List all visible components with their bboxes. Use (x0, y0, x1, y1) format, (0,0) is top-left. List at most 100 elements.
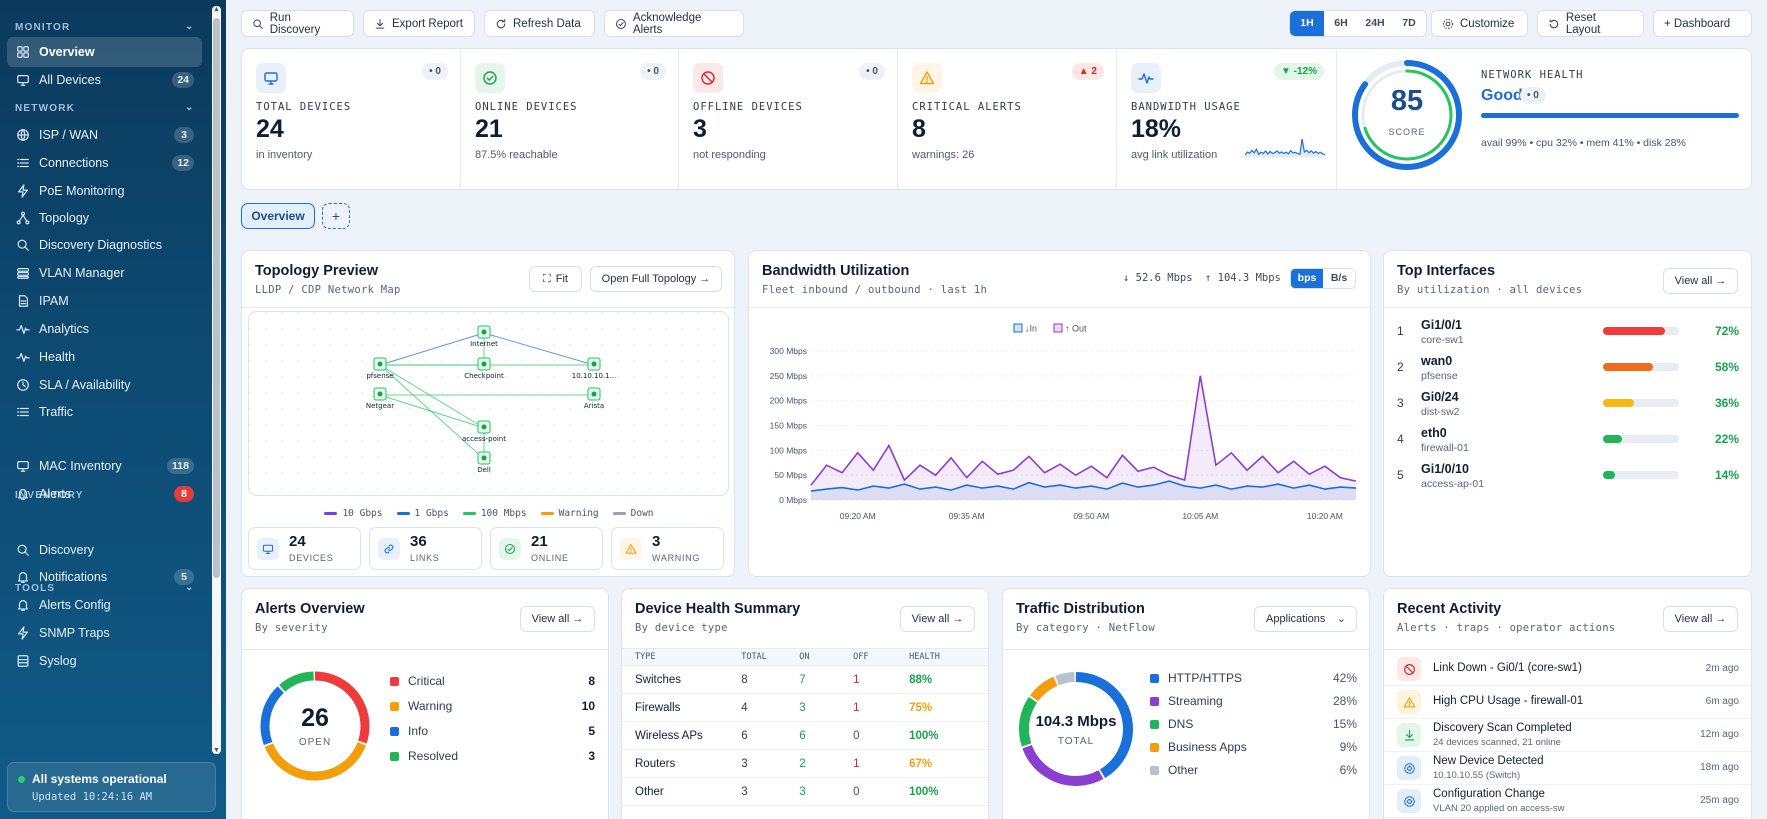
topology-link[interactable] (379, 364, 485, 429)
sidebar-item-discovery-diagnostics[interactable]: Discovery Diagnostics (7, 230, 202, 260)
topology-link[interactable] (379, 332, 485, 366)
interface-row[interactable]: 5 Gi1/0/10 access-ap-01 14% (1384, 459, 1751, 495)
interface-row[interactable]: 3 Gi0/24 dist-sw2 36% (1384, 387, 1751, 423)
sidebar-item-alerts-config[interactable]: Alerts Config (7, 590, 202, 620)
sidebar-section-tools[interactable]: TOOLS ⌄ (15, 582, 195, 594)
table-row[interactable]: Switches 8 7 1 88% (622, 666, 988, 694)
sidebar-item-ipam[interactable]: IPAM (7, 286, 202, 316)
sidebar-item-all-devices[interactable]: All Devices 24 (7, 65, 202, 95)
topology-node[interactable]: Dell (477, 451, 491, 474)
refresh-data-button[interactable]: Refresh Data (484, 10, 595, 37)
sidebar-item-syslog[interactable]: Syslog (7, 646, 202, 676)
sidebar-item-analytics[interactable]: Analytics (7, 314, 202, 344)
kpi-offline-devices[interactable]: • 0 OFFLINE DEVICES 3 not responding (679, 49, 898, 191)
alerts-donut[interactable] (258, 669, 372, 783)
traffic-donut[interactable] (1016, 669, 1136, 789)
kpi-bandwidth-usage[interactable]: ▼ -12% BANDWIDTH USAGE 18% avg link utiliza… (1117, 49, 1337, 191)
sidebar-section-monitor[interactable]: MONITOR ⌄ (15, 21, 195, 33)
interface-row[interactable]: 4 eth0 firewall-01 22% (1384, 423, 1751, 459)
column-header[interactable]: ON (799, 652, 810, 662)
topology-node[interactable]: Checkpoint (464, 357, 504, 380)
table-row[interactable]: Other 3 3 0 100% (622, 778, 988, 806)
sidebar-item-topology[interactable]: Topology (7, 203, 202, 233)
interface-row[interactable]: 2 wan0 pfsense 58% (1384, 351, 1751, 387)
open-full-topology-button[interactable]: Open Full Topology → (590, 266, 722, 292)
series-line-1[interactable] (810, 375, 1357, 486)
sidebar-item-discovery[interactable]: Discovery (7, 535, 202, 565)
topology-node[interactable]: access-point (462, 420, 506, 443)
kpi-online-devices[interactable]: • 0 ONLINE DEVICES 21 87.5% reachable (461, 49, 679, 191)
topology-stat-online[interactable]: 21 ONLINE (490, 527, 603, 570)
donut-segment-dns[interactable] (1019, 672, 1133, 786)
alert-severity-info[interactable]: Info 5 (390, 724, 595, 738)
activity-item[interactable]: Configuration Change VLAN 20 applied on a… (1384, 785, 1751, 818)
sidebar-item-health[interactable]: Health (7, 342, 202, 372)
kpi-critical-alerts[interactable]: ▲ 2 CRITICAL ALERTS 8 warnings: 26 (898, 49, 1117, 191)
device-health-view-all-button[interactable]: View all → (900, 606, 975, 632)
run-discovery-button[interactable]: Run Discovery (241, 10, 354, 37)
sidebar-item-vlan-manager[interactable]: VLAN Manager (7, 258, 202, 288)
table-row[interactable]: Wireless APs 6 6 0 100% (622, 722, 988, 750)
range-1h-button[interactable]: 1H (1290, 11, 1324, 36)
donut-segment-warning[interactable] (260, 671, 370, 781)
reset-layout-button[interactable]: Reset Layout (1537, 10, 1644, 37)
column-header[interactable]: TOTAL (741, 652, 767, 662)
topology-map[interactable]: Internet pfsense Checkpoint 10.10.10.1... Ne… (248, 311, 729, 496)
topology-stat-devices[interactable]: 24 DEVICES (248, 527, 361, 570)
sidebar-item-alerts[interactable]: Alerts 8 (7, 479, 202, 509)
donut-segment-info[interactable] (260, 671, 370, 781)
traffic-category-streaming[interactable]: Streaming 28% (1150, 694, 1357, 708)
bandwidth-chart[interactable]: 0 Mbps 50 Mbps 100 Mbps 150 Mbps 200 Mbps 250… (749, 311, 1371, 573)
tab-overview[interactable]: Overview (241, 203, 315, 229)
traffic-category-business-apps[interactable]: Business Apps 9% (1150, 740, 1357, 754)
topology-node[interactable]: 10.10.10.1... (572, 357, 617, 380)
interfaces-view-all-button[interactable]: View all → (1663, 268, 1738, 294)
range-24h-button[interactable]: 24H (1365, 17, 1385, 29)
interface-row[interactable]: 1 Gi1/0/1 core-sw1 72% (1384, 315, 1751, 351)
activity-item[interactable]: Discovery Scan Completed 24 devices scann… (1384, 719, 1751, 752)
activity-item[interactable]: High CPU Usage - firewall-01 6m ago (1384, 686, 1751, 719)
range-6h-button[interactable]: 6H (1334, 17, 1348, 29)
column-header[interactable]: TYPE (635, 652, 656, 662)
topology-stat-warning[interactable]: 3 WARNING (611, 527, 724, 570)
donut-segment-http-https[interactable] (1019, 672, 1133, 786)
sidebar-scrollbar-thumb[interactable] (213, 18, 220, 578)
topology-link[interactable] (483, 332, 595, 366)
topology-node[interactable]: Netgear (366, 387, 394, 410)
alert-severity-resolved[interactable]: Resolved 3 (390, 749, 595, 763)
network-health-card[interactable]: 85 SCORE NETWORK HEALTH Good • 0 avail 9… (1337, 49, 1752, 191)
scroll-up-arrow-icon[interactable]: ▲ (213, 6, 220, 13)
donut-segment-critical[interactable] (260, 671, 370, 781)
sidebar-item-isp-wan[interactable]: ISP / WAN 3 (7, 120, 202, 150)
customize-button[interactable]: Customize (1431, 10, 1528, 37)
alert-severity-critical[interactable]: Critical 8 (390, 674, 595, 688)
traffic-category-http-https[interactable]: HTTP/HTTPS 42% (1150, 671, 1357, 685)
export-report-button[interactable]: Export Report (363, 10, 475, 37)
unit-bps-button[interactable]: bps (1291, 269, 1323, 288)
scroll-down-arrow-icon[interactable]: ▼ (213, 747, 220, 754)
column-header[interactable]: HEALTH (909, 652, 940, 662)
sidebar-item-notifications[interactable]: Notifications 5 (7, 562, 202, 592)
add-view-tab-button[interactable]: + (322, 203, 350, 229)
topology-stat-links[interactable]: 36 LINKS (369, 527, 482, 570)
sidebar-item-connections[interactable]: Connections 12 (7, 148, 202, 178)
sidebar-scrollbar[interactable]: ▲ ▼ (212, 6, 221, 754)
sidebar-item-sla-availability[interactable]: SLA / Availability (7, 370, 202, 400)
add-dashboard-button[interactable]: + Dashboard (1653, 10, 1752, 37)
column-header[interactable]: OFF (853, 652, 869, 662)
acknowledge-alerts-button[interactable]: Acknowledge Alerts (604, 10, 744, 37)
donut-segment-streaming[interactable] (1019, 672, 1133, 786)
range-7d-button[interactable]: 7D (1402, 17, 1416, 29)
alerts-view-all-button[interactable]: View all → (520, 606, 595, 632)
sidebar-item-snmp-traps[interactable]: SNMP Traps (7, 618, 202, 648)
fit-button[interactable]: ⛶ Fit (529, 266, 582, 292)
alert-severity-warning[interactable]: Warning 10 (390, 699, 595, 713)
sidebar-item-traffic[interactable]: Traffic (7, 397, 202, 427)
sidebar-item-overview[interactable]: Overview (7, 37, 202, 67)
unit-bytes-button[interactable]: B/s (1330, 272, 1348, 284)
kpi-total-devices[interactable]: • 0 TOTAL DEVICES 24 in inventory (242, 49, 461, 191)
sidebar-item-poe-monitoring[interactable]: PoE Monitoring (7, 176, 202, 206)
sidebar-item-mac-inventory[interactable]: MAC Inventory 118 (7, 451, 202, 481)
table-row[interactable]: Firewalls 4 3 1 75% (622, 694, 988, 722)
activity-view-all-button[interactable]: View all → (1663, 606, 1738, 632)
